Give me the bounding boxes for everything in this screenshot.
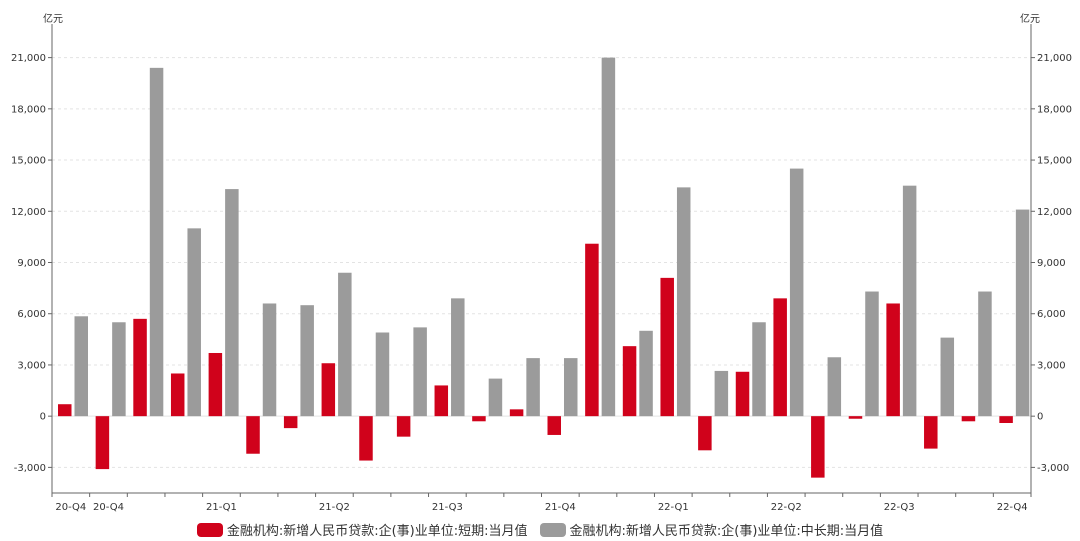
left-unit-label: 亿元 bbox=[43, 12, 63, 25]
bar-short-term bbox=[133, 318, 147, 417]
x-tick-label: 21-Q3 bbox=[432, 502, 463, 513]
bar-short-term bbox=[547, 416, 561, 435]
bar-long-term bbox=[225, 189, 239, 417]
bar-short-term bbox=[472, 416, 486, 422]
bar-long-term bbox=[601, 57, 616, 417]
x-tick-label: 20-Q4 bbox=[55, 502, 86, 513]
y-tick-label-left: 3,000 bbox=[17, 360, 46, 371]
bar-long-term bbox=[564, 358, 578, 417]
bar-long-term bbox=[827, 357, 842, 417]
legend-item-long-term[interactable]: 金融机构:新增人民币贷款:企(事)业单位:中长期:当月值 bbox=[539, 520, 884, 539]
bar-long-term bbox=[639, 330, 653, 417]
bar-short-term bbox=[208, 352, 223, 417]
x-tick-label: 22-Q2 bbox=[771, 502, 802, 513]
bar-long-term bbox=[187, 228, 201, 417]
tick-labels: -3,000 -3,000 0 0 3,000 3,000 6,000 6,000 9,000 9… bbox=[11, 53, 1072, 513]
y-tick-label-left: 18,000 bbox=[11, 104, 46, 115]
y-tick-label-left: 6,000 bbox=[17, 309, 46, 320]
x-tick-label: 22-Q4 bbox=[997, 502, 1028, 513]
bar-long-term bbox=[488, 378, 503, 417]
bar-short-term bbox=[660, 277, 674, 417]
y-tick-label-right: -3,000 bbox=[1037, 463, 1069, 474]
bar-short-term bbox=[999, 416, 1013, 423]
y-tick-label-left: -3,000 bbox=[14, 463, 46, 474]
bar-short-term bbox=[359, 416, 373, 461]
bar-long-term bbox=[375, 332, 390, 417]
bar-long-term bbox=[526, 358, 540, 417]
bar-long-term bbox=[978, 291, 992, 417]
bar-short-term bbox=[698, 416, 712, 451]
bar-long-term bbox=[714, 370, 729, 417]
y-tick-label-left: 21,000 bbox=[11, 53, 46, 64]
bar-long-term bbox=[752, 322, 766, 417]
y-tick-label-left: 9,000 bbox=[17, 258, 46, 269]
x-tick-label: 22-Q3 bbox=[884, 502, 915, 513]
bar-long-term bbox=[149, 67, 164, 417]
bar-short-term bbox=[434, 385, 449, 417]
bar-short-term bbox=[95, 416, 110, 470]
legend-swatch-short-term bbox=[196, 522, 223, 537]
bar-long-term bbox=[789, 168, 804, 417]
bar-long-term bbox=[338, 272, 352, 417]
bar-short-term bbox=[396, 416, 411, 437]
legend-label-short-term: 金融机构:新增人民币贷款:企(事)业单位:短期:当月值 bbox=[226, 524, 528, 539]
bar-long-term bbox=[1015, 209, 1030, 417]
bar-long-term bbox=[865, 291, 879, 417]
bar-long-term bbox=[262, 303, 277, 417]
bars bbox=[58, 57, 1030, 478]
axes bbox=[48, 24, 1035, 497]
x-tick-label: 21-Q4 bbox=[545, 502, 576, 513]
y-tick-label-left: 15,000 bbox=[11, 156, 46, 167]
legend: 金融机构:新增人民币贷款:企(事)业单位:短期:当月值 金融机构:新增人民币贷款… bbox=[0, 520, 1080, 539]
bar-short-term bbox=[509, 409, 524, 417]
x-tick-label: 21-Q1 bbox=[206, 502, 237, 513]
y-tick-label-right: 3,000 bbox=[1037, 360, 1066, 371]
bar-short-term bbox=[321, 363, 336, 417]
bar-long-term bbox=[300, 305, 314, 417]
bar-long-term bbox=[74, 316, 88, 417]
bar-short-term bbox=[811, 416, 825, 478]
x-tick-label: 21-Q2 bbox=[319, 502, 350, 513]
bar-long-term bbox=[902, 185, 917, 417]
y-tick-label-right: 18,000 bbox=[1037, 104, 1072, 115]
bar-short-term bbox=[886, 303, 900, 417]
bar-short-term bbox=[585, 243, 599, 417]
bar-short-term bbox=[924, 416, 938, 449]
bar-long-term bbox=[451, 298, 465, 417]
bar-long-term bbox=[676, 187, 691, 417]
y-tick-label-right: 9,000 bbox=[1037, 258, 1066, 269]
legend-swatch-long-term bbox=[539, 522, 566, 537]
bar-short-term bbox=[283, 416, 298, 429]
bar-long-term bbox=[413, 327, 427, 417]
bar-short-term bbox=[58, 404, 72, 417]
x-tick-label: 22-Q1 bbox=[658, 502, 689, 513]
legend-label-long-term: 金融机构:新增人民币贷款:企(事)业单位:中长期:当月值 bbox=[569, 524, 884, 539]
y-tick-label-left: 0 bbox=[40, 412, 46, 423]
y-tick-label-right: 0 bbox=[1037, 412, 1043, 423]
y-tick-label-right: 6,000 bbox=[1037, 309, 1066, 320]
bar-long-term bbox=[940, 337, 955, 417]
legend-item-short-term[interactable]: 金融机构:新增人民币贷款:企(事)业单位:短期:当月值 bbox=[196, 520, 528, 539]
bar-long-term bbox=[112, 322, 126, 417]
bar-short-term bbox=[622, 346, 637, 417]
bar-short-term bbox=[848, 416, 863, 419]
bar-short-term bbox=[735, 371, 750, 417]
y-tick-label-right: 21,000 bbox=[1037, 53, 1072, 64]
bar-short-term bbox=[961, 416, 976, 422]
y-tick-label-right: 15,000 bbox=[1037, 156, 1072, 167]
right-unit-label: 亿元 bbox=[1020, 12, 1040, 25]
bar-short-term bbox=[170, 373, 185, 417]
x-tick-label: 20-Q4 bbox=[93, 502, 124, 513]
y-tick-label-left: 12,000 bbox=[11, 207, 46, 218]
bar-short-term bbox=[246, 416, 260, 454]
bar-short-term bbox=[773, 298, 787, 417]
y-tick-label-right: 12,000 bbox=[1037, 207, 1072, 218]
